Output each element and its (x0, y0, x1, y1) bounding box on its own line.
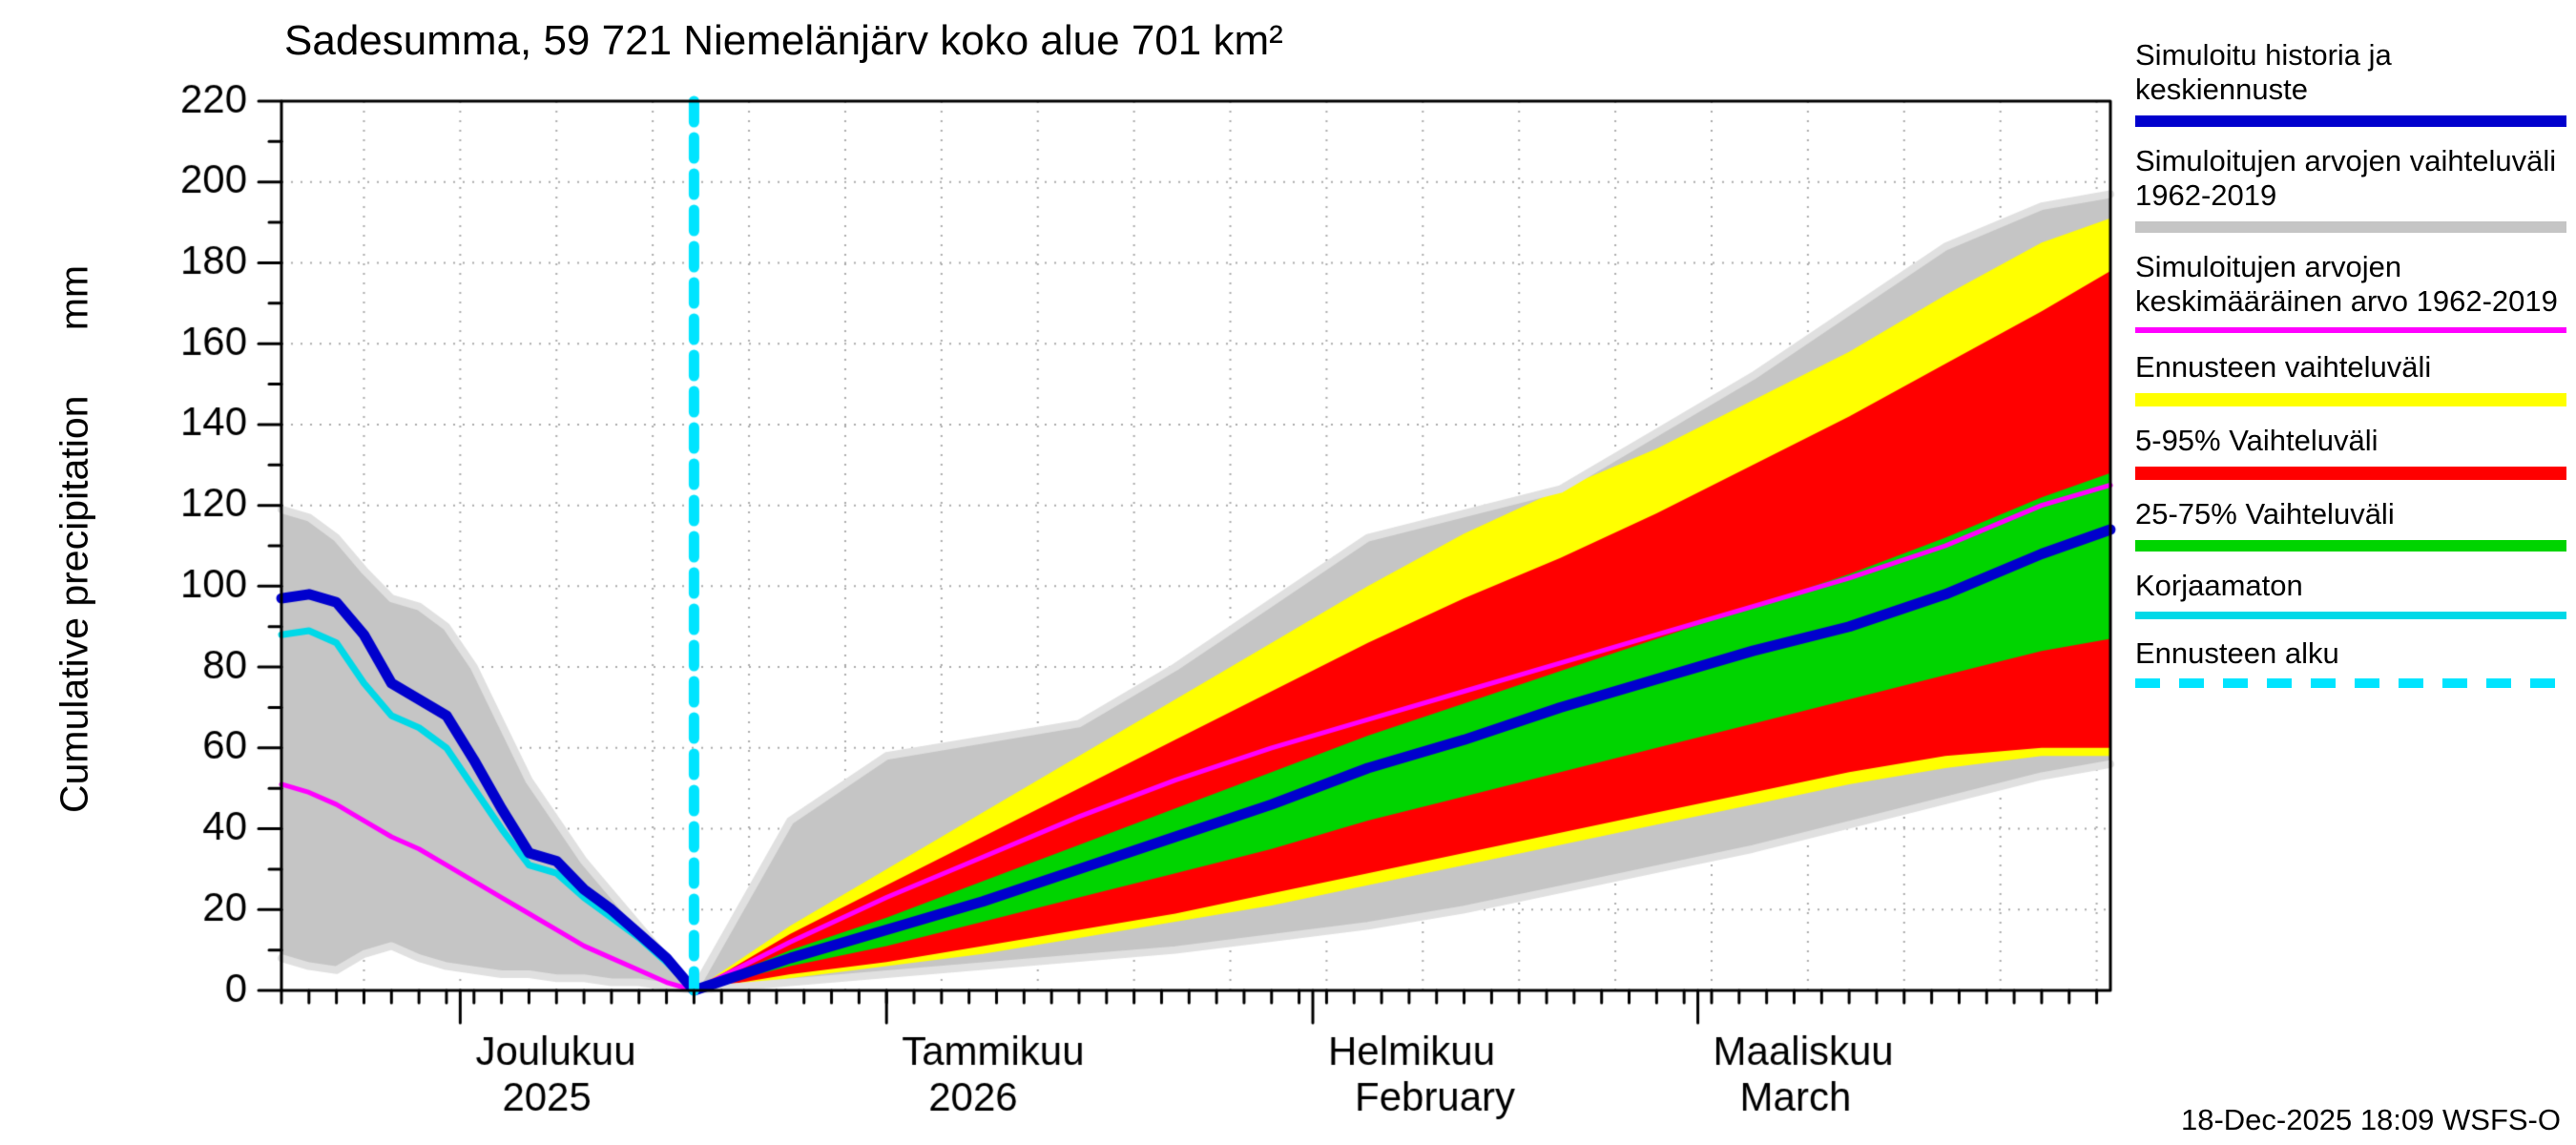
legend: Simuloitu historia ja keskiennuste Simulo… (2135, 38, 2566, 705)
legend-color-line (2135, 326, 2566, 333)
legend-color-line (2135, 392, 2566, 406)
legend-item: Korjaamaton (2135, 569, 2566, 619)
datestamp: 18-Dec-2025 18:09 WSFS-O (2180, 1103, 2561, 1136)
legend-item: Simuloitujen arvojen keskimääräinen arvo… (2135, 250, 2566, 333)
legend-item: Simuloitu historia ja keskiennuste (2135, 38, 2566, 127)
legend-color-line (2135, 539, 2566, 552)
legend-item-label: 25-75% Vaihteluväli (2135, 496, 2395, 531)
legend-item-label: Korjaamaton (2135, 568, 2303, 602)
legend-item-label: 5-95% Vaihteluväli (2135, 423, 2379, 457)
legend-color-line (2135, 678, 2566, 689)
legend-item-label: Simuloitu historia ja keskiennuste (2135, 38, 2392, 106)
legend-color-line (2135, 611, 2566, 619)
legend-item: Ennusteen vaihteluväli (2135, 350, 2566, 406)
legend-item: Ennusteen alku (2135, 636, 2566, 689)
legend-item: 5-95% Vaihteluväli (2135, 424, 2566, 480)
legend-item: 25-75% Vaihteluväli (2135, 497, 2566, 552)
legend-color-line (2135, 114, 2566, 127)
y-axis-label: Cumulative precipitation mm (52, 264, 96, 814)
legend-item-label: Ennusteen vaihteluväli (2135, 349, 2432, 384)
legend-color-line (2135, 466, 2566, 480)
chart-title: Sadesumma, 59 721 Niemelänjärv koko alue… (284, 17, 1283, 64)
legend-item-label: Ennusteen alku (2135, 635, 2339, 670)
legend-item-label: Simuloitujen arvojen keskimääräinen arvo… (2135, 249, 2558, 318)
legend-item-label: Simuloitujen arvojen vaihteluväli 1962-2… (2135, 143, 2557, 212)
legend-item: Simuloitujen arvojen vaihteluväli 1962-2… (2135, 144, 2566, 233)
legend-color-line (2135, 220, 2566, 233)
